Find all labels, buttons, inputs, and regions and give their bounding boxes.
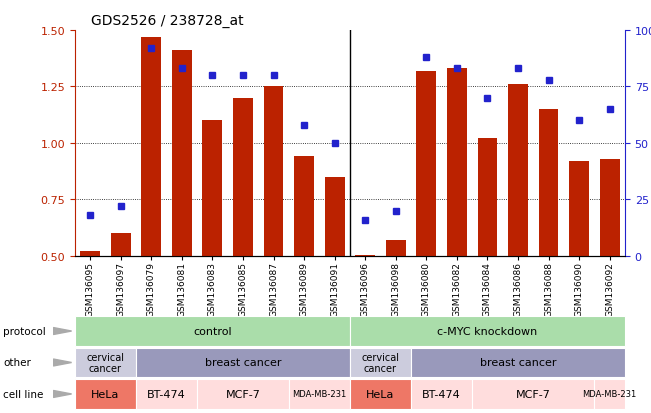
Text: control: control xyxy=(193,326,232,336)
Text: HeLa: HeLa xyxy=(91,389,120,399)
Bar xyxy=(477,139,497,256)
Bar xyxy=(355,255,375,256)
Text: cervical
cancer: cervical cancer xyxy=(361,352,400,373)
Bar xyxy=(141,38,161,256)
Polygon shape xyxy=(53,359,72,366)
Text: MCF-7: MCF-7 xyxy=(225,389,260,399)
Bar xyxy=(294,157,314,256)
Polygon shape xyxy=(53,328,72,335)
Text: BT-474: BT-474 xyxy=(422,389,461,399)
Text: breast cancer: breast cancer xyxy=(204,358,281,368)
Text: HeLa: HeLa xyxy=(367,389,395,399)
Text: BT-474: BT-474 xyxy=(147,389,186,399)
Text: cell line: cell line xyxy=(3,389,44,399)
Bar xyxy=(386,240,406,256)
Bar xyxy=(538,110,559,256)
Text: protocol: protocol xyxy=(3,326,46,336)
Bar xyxy=(417,71,436,256)
Text: c-MYC knockdown: c-MYC knockdown xyxy=(437,326,538,336)
Bar xyxy=(600,159,620,256)
Bar xyxy=(111,234,131,256)
Bar xyxy=(447,69,467,256)
Text: MDA-MB-231: MDA-MB-231 xyxy=(583,389,637,399)
Bar xyxy=(172,51,192,256)
Bar xyxy=(233,98,253,256)
Text: breast cancer: breast cancer xyxy=(480,358,556,368)
Polygon shape xyxy=(53,391,72,397)
Text: MCF-7: MCF-7 xyxy=(516,389,551,399)
Text: MDA-MB-231: MDA-MB-231 xyxy=(292,389,346,399)
Bar xyxy=(325,177,344,256)
Text: other: other xyxy=(3,358,31,368)
Bar xyxy=(264,87,283,256)
Bar xyxy=(80,252,100,256)
Bar xyxy=(569,161,589,256)
Text: cervical
cancer: cervical cancer xyxy=(87,352,124,373)
Bar xyxy=(508,85,528,256)
Bar xyxy=(202,121,223,256)
Text: GDS2526 / 238728_at: GDS2526 / 238728_at xyxy=(91,14,243,28)
